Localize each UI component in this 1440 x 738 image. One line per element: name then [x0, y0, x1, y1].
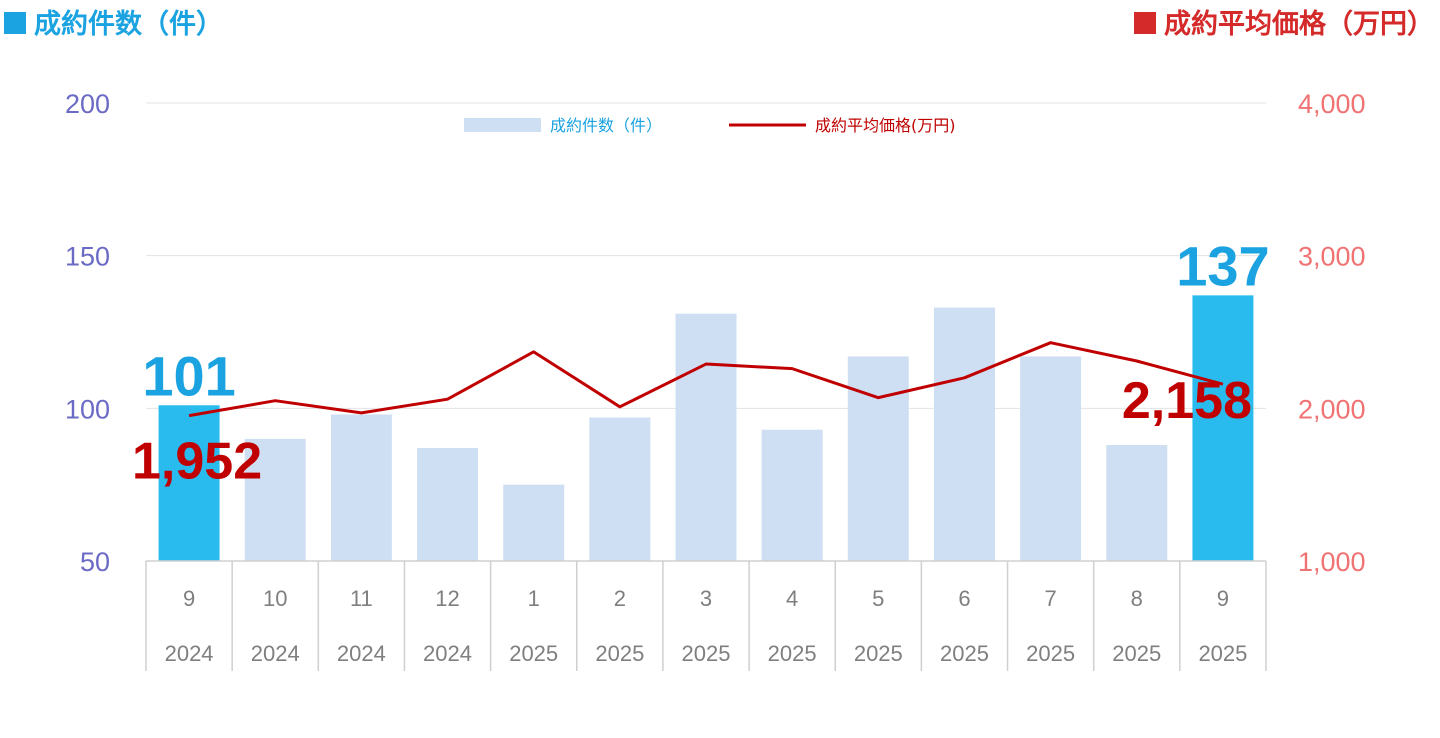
bar	[847, 356, 909, 561]
left-axis-tick-label: 150	[65, 242, 110, 272]
x-axis-month-label: 3	[700, 586, 712, 611]
x-axis-month-label: 1	[528, 586, 540, 611]
bar	[244, 438, 306, 561]
x-axis-year-label: 2025	[682, 641, 731, 666]
line-series-square-icon	[1134, 12, 1156, 34]
x-axis-year-label: 2024	[251, 641, 300, 666]
axes: 50 1,000 100 2,000 150 3,000 200 4,000	[65, 89, 1366, 577]
count-callout-label: 137	[1176, 234, 1269, 297]
bar	[1192, 295, 1254, 561]
left-axis-header-text: 成約件数（件）	[34, 9, 223, 40]
bar	[589, 417, 651, 561]
count-callout-label: 101	[142, 344, 235, 407]
x-axis: 9 2024 10 2024 11 2024 12 2024 1 2025 2 2025 3 2025 4 2…	[145, 560, 1267, 671]
x-axis-year-label: 2025	[1198, 641, 1247, 666]
bar	[933, 307, 995, 561]
x-axis-month-label: 5	[872, 586, 884, 611]
legend-bar-label: 成約件数（件）	[550, 116, 662, 135]
x-axis-month-label: 4	[786, 586, 798, 611]
bar	[330, 414, 392, 561]
bar-series	[158, 295, 1254, 561]
right-axis-tick-label: 3,000	[1298, 242, 1366, 272]
bar	[761, 429, 823, 561]
value-callouts: 101 137 1,952 2,158	[132, 234, 1270, 490]
right-axis-tick-label: 2,000	[1298, 394, 1366, 424]
x-axis-month-label: 2	[614, 586, 626, 611]
right-axis-tick-label: 4,000	[1298, 89, 1366, 119]
x-axis-month-label: 6	[958, 586, 970, 611]
x-axis-year-label: 2025	[595, 641, 644, 666]
x-axis-month-label: 7	[1044, 586, 1056, 611]
x-axis-month-label: 12	[435, 586, 459, 611]
bar	[158, 405, 220, 561]
bar	[503, 484, 565, 561]
price-callout-label: 2,158	[1122, 372, 1252, 430]
x-axis-year-label: 2025	[854, 641, 903, 666]
x-axis-month-label: 10	[263, 586, 287, 611]
price-callout-label: 1,952	[132, 433, 262, 491]
right-axis-header-text: 成約平均価格（万円）	[1164, 9, 1434, 40]
x-axis-year-label: 2024	[423, 641, 472, 666]
line-series	[188, 341, 1224, 418]
right-axis-tick-label: 1,000	[1298, 547, 1366, 577]
left-axis-tick-label: 50	[80, 547, 110, 577]
x-axis-month-label: 8	[1131, 586, 1143, 611]
x-axis-year-label: 2025	[768, 641, 817, 666]
x-axis-year-label: 2025	[1112, 641, 1161, 666]
legend-bar-swatch	[464, 118, 541, 132]
x-axis-month-label: 11	[350, 586, 373, 611]
x-axis-year-label: 2025	[940, 641, 989, 666]
left-axis-tick-label: 100	[65, 394, 110, 424]
bar	[1020, 356, 1082, 561]
x-axis-month-label: 9	[1217, 586, 1229, 611]
bar	[675, 313, 737, 561]
x-axis-year-label: 2025	[1026, 641, 1075, 666]
bar-series-square-icon	[4, 12, 26, 34]
x-axis-year-label: 2025	[509, 641, 558, 666]
x-axis-month-label: 9	[183, 586, 195, 611]
legend: 成約件数（件） 成約平均価格(万円)	[464, 116, 956, 135]
legend-line-label: 成約平均価格(万円)	[815, 116, 956, 135]
right-axis-header: 成約平均価格（万円）	[1134, 2, 1434, 41]
left-axis-header: 成約件数（件）	[4, 2, 223, 41]
bar	[417, 448, 479, 561]
x-axis-year-label: 2024	[165, 641, 214, 666]
price-line	[188, 341, 1224, 418]
left-axis-tick-label: 200	[65, 89, 110, 119]
x-axis-year-label: 2024	[337, 641, 386, 666]
bar	[1106, 444, 1168, 561]
